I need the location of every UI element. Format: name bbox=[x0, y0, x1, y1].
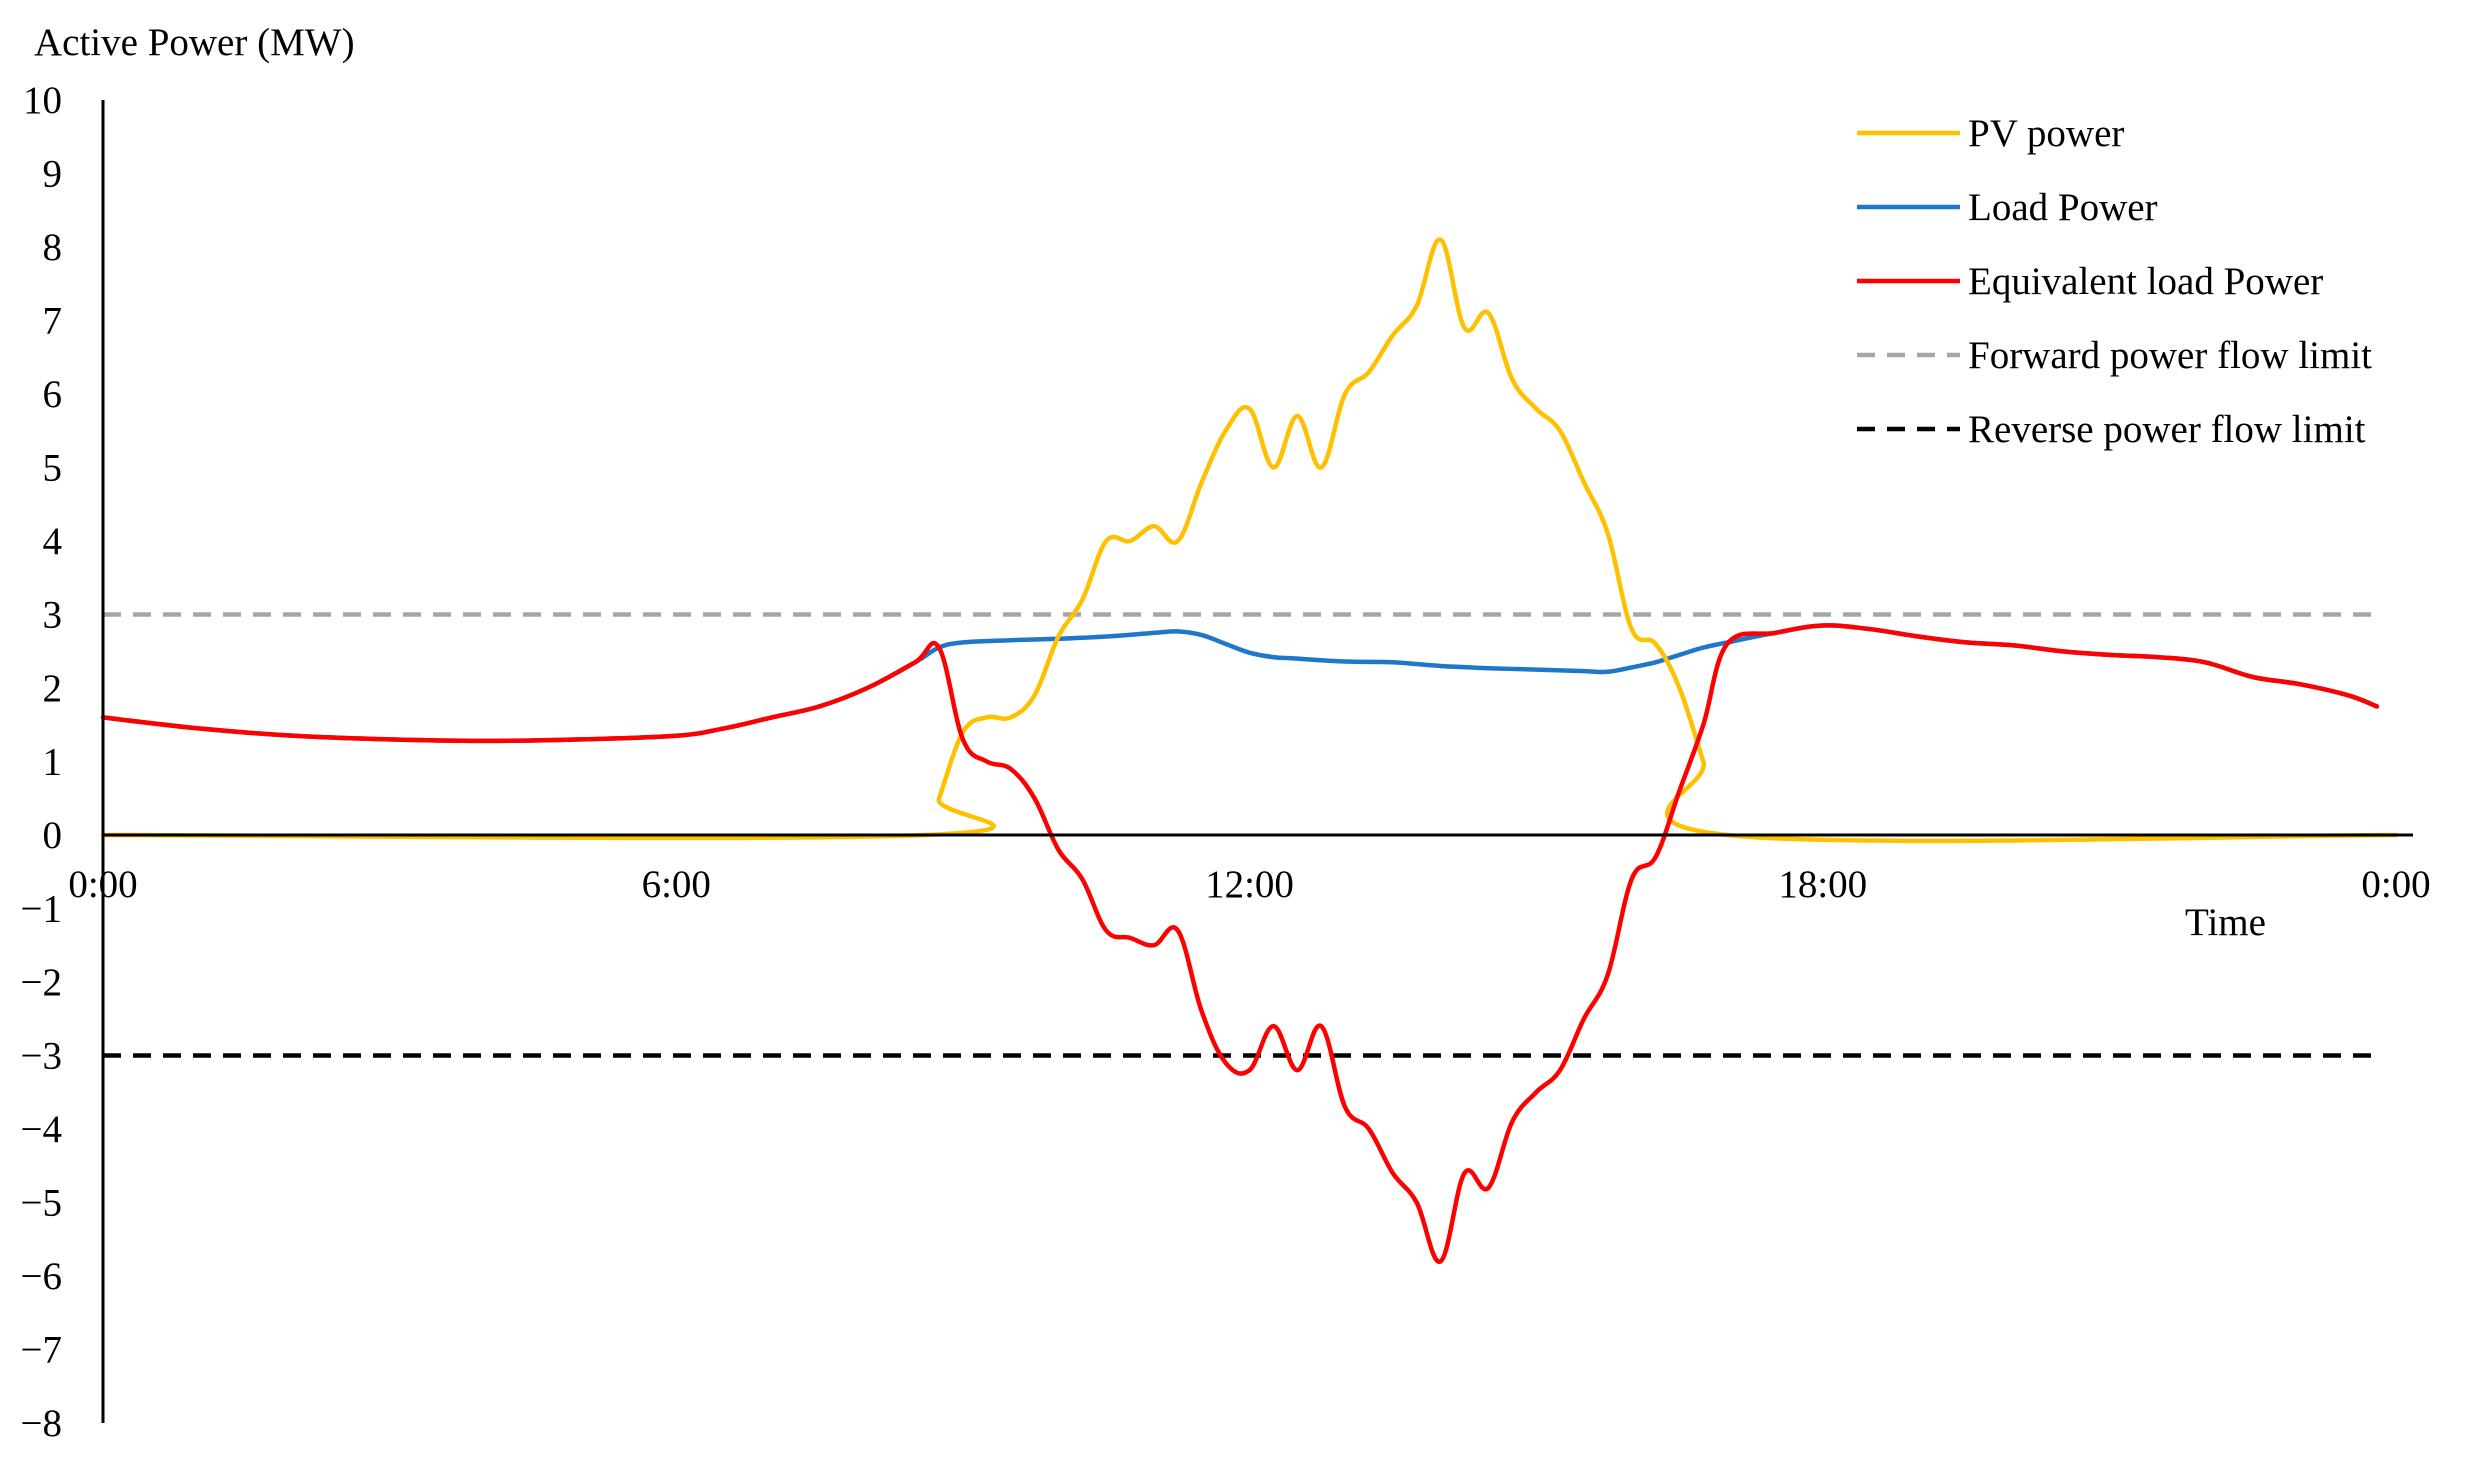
x-tick-label: 12:00 bbox=[1205, 863, 1294, 906]
y-tick-label: 2 bbox=[43, 667, 63, 710]
y-tick-label: 1 bbox=[43, 741, 63, 784]
x-axis-title: Time bbox=[2185, 901, 2266, 944]
y-tick-label: −4 bbox=[21, 1108, 63, 1151]
y-tick-label: 3 bbox=[43, 594, 63, 637]
y-tick-label: −5 bbox=[21, 1182, 63, 1225]
y-tick-label: 6 bbox=[43, 373, 63, 416]
y-tick-label: 7 bbox=[43, 300, 63, 343]
y-tick-label: 5 bbox=[43, 447, 63, 490]
legend-label-load-power: Load Power bbox=[1968, 186, 2158, 229]
y-tick-label: −7 bbox=[21, 1329, 63, 1372]
y-tick-label: −6 bbox=[21, 1255, 63, 1298]
y-tick-label: −8 bbox=[21, 1402, 63, 1445]
y-tick-label: −1 bbox=[21, 888, 63, 931]
x-tick-label: 6:00 bbox=[642, 863, 711, 906]
legend: PV power Load Power Equivalent load Power F… bbox=[1857, 112, 2372, 451]
y-tick-label: 9 bbox=[43, 153, 63, 196]
x-tick-label: 18:00 bbox=[1778, 863, 1867, 906]
legend-label-reverse-power-flow-limit: Reverse power flow limit bbox=[1968, 408, 2366, 451]
y-tick-label: 0 bbox=[43, 814, 63, 857]
y-tick-label: −3 bbox=[21, 1035, 63, 1078]
series-line-load-power bbox=[100, 623, 2380, 744]
legend-label-pv-power: PV power bbox=[1968, 112, 2124, 155]
y-tick-label: 8 bbox=[43, 226, 63, 269]
x-tick-label: 0:00 bbox=[2361, 863, 2430, 906]
y-tick-label: 10 bbox=[23, 79, 62, 122]
legend-label-equivalent-load-power: Equivalent load Power bbox=[1968, 260, 2323, 303]
y-tick-label: −2 bbox=[21, 961, 63, 1004]
y-axis-title: Active Power (MW) bbox=[34, 21, 355, 64]
x-tick-labels: 0:00 6:00 12:00 18:00 0:00 bbox=[68, 863, 2430, 906]
series-line-pv-power bbox=[100, 237, 2399, 844]
legend-label-forward-power-flow-limit: Forward power flow limit bbox=[1968, 334, 2372, 377]
series-line-equivalent-load-power bbox=[100, 623, 2380, 1264]
series-layer bbox=[100, 237, 2399, 1264]
y-tick-label: 4 bbox=[43, 520, 63, 563]
